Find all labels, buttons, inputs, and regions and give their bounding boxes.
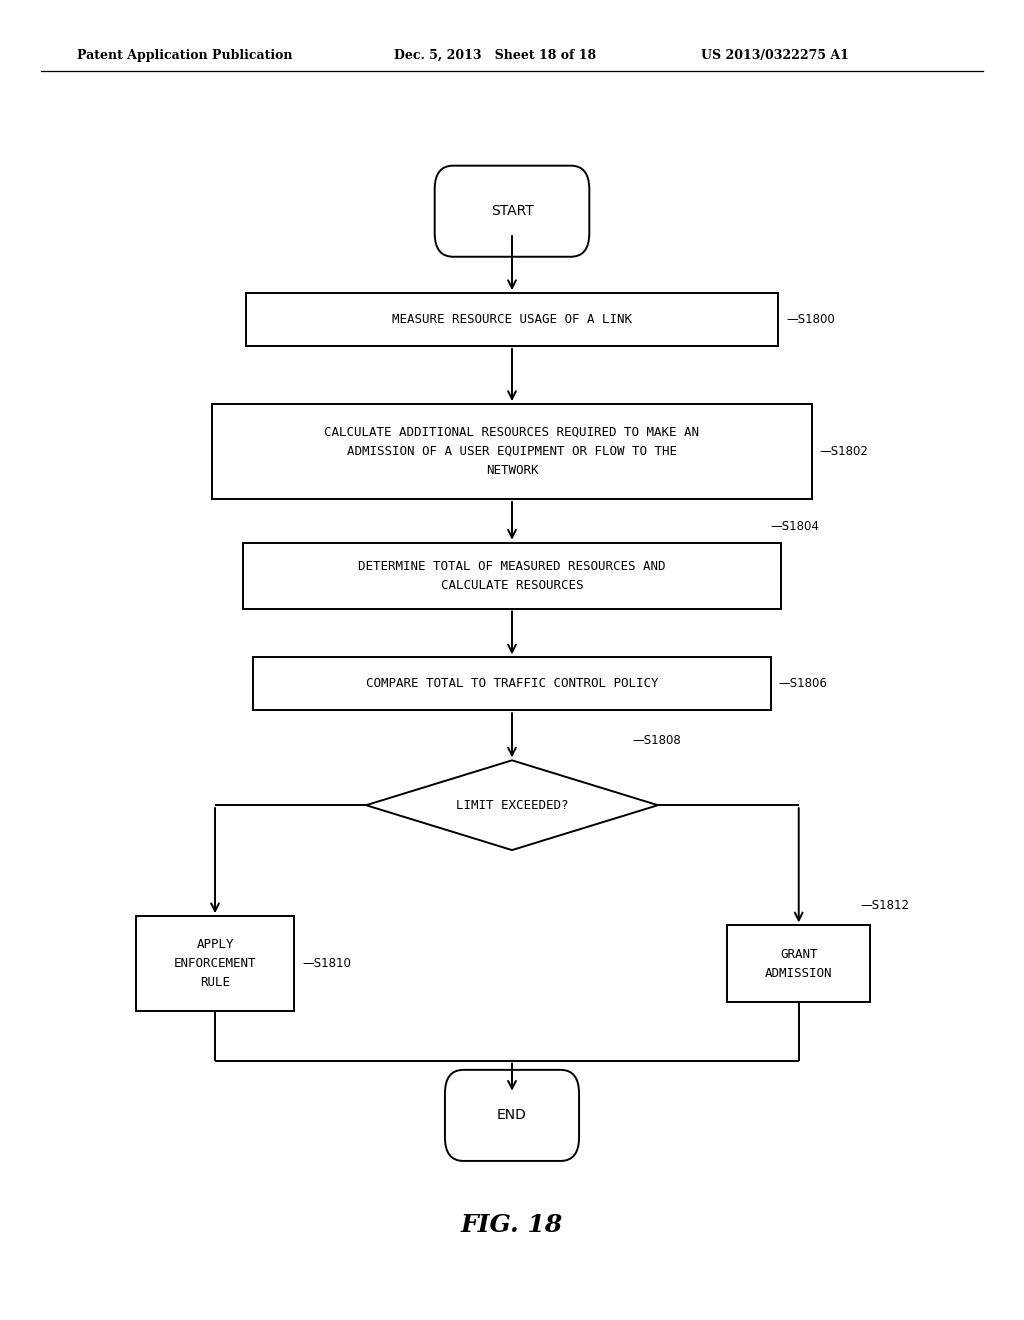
Bar <box>727 925 870 1002</box>
Text: END: END <box>497 1109 527 1122</box>
Text: —S1806: —S1806 <box>778 677 827 690</box>
Text: —S1812: —S1812 <box>860 899 909 912</box>
Text: —S1810: —S1810 <box>303 957 351 970</box>
Text: APPLY
ENFORCEMENT
RULE: APPLY ENFORCEMENT RULE <box>174 939 256 989</box>
Text: LIMIT EXCEEDED?: LIMIT EXCEEDED? <box>456 799 568 812</box>
Text: Dec. 5, 2013   Sheet 18 of 18: Dec. 5, 2013 Sheet 18 of 18 <box>394 49 596 62</box>
Text: DETERMINE TOTAL OF MEASURED RESOURCES AND
CALCULATE RESOURCES: DETERMINE TOTAL OF MEASURED RESOURCES AN… <box>358 560 666 591</box>
Text: —S1802: —S1802 <box>819 445 868 458</box>
Bar <box>135 916 295 1011</box>
Text: START: START <box>490 205 534 218</box>
FancyBboxPatch shape <box>434 165 590 256</box>
Polygon shape <box>367 760 657 850</box>
Text: Patent Application Publication: Patent Application Publication <box>77 49 292 62</box>
Text: GRANT
ADMISSION: GRANT ADMISSION <box>765 948 833 979</box>
Text: —S1800: —S1800 <box>786 313 836 326</box>
Text: —S1808: —S1808 <box>632 734 681 747</box>
Text: COMPARE TOTAL TO TRAFFIC CONTROL POLICY: COMPARE TOTAL TO TRAFFIC CONTROL POLICY <box>366 677 658 690</box>
Text: FIG. 18: FIG. 18 <box>461 1213 563 1237</box>
Bar <box>254 657 770 710</box>
Text: MEASURE RESOURCE USAGE OF A LINK: MEASURE RESOURCE USAGE OF A LINK <box>392 313 632 326</box>
Text: —S1804: —S1804 <box>770 520 819 533</box>
Text: US 2013/0322275 A1: US 2013/0322275 A1 <box>701 49 849 62</box>
Bar <box>213 404 811 499</box>
FancyBboxPatch shape <box>444 1069 580 1162</box>
Text: CALCULATE ADDITIONAL RESOURCES REQUIRED TO MAKE AN
ADMISSION OF A USER EQUIPMENT: CALCULATE ADDITIONAL RESOURCES REQUIRED … <box>325 426 699 477</box>
Bar <box>246 293 778 346</box>
Bar <box>244 543 780 609</box>
